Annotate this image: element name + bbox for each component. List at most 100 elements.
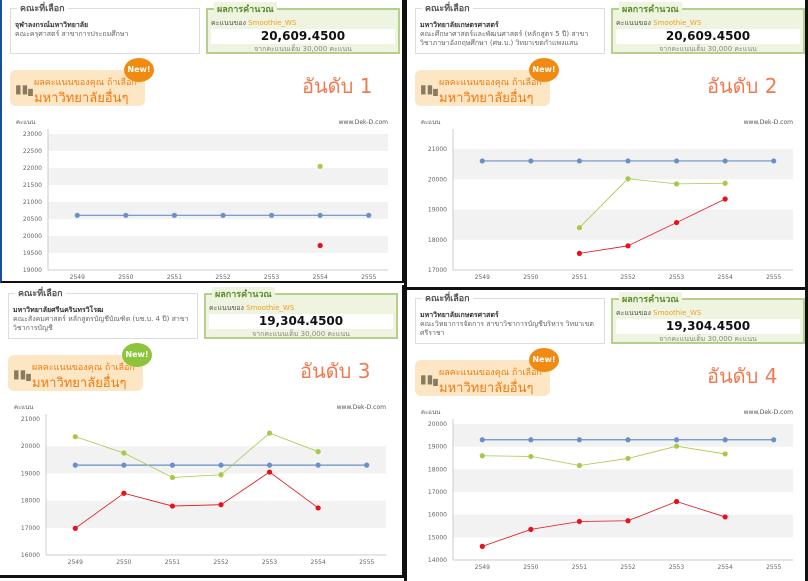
score-label: คะแนนของ Smoothie_WS xyxy=(211,18,395,29)
username: Smoothie_WS xyxy=(246,304,295,312)
other-universities-banner[interactable]: ▮▮▖ ผลคะแนนของคุณ ถ้าเลือก มหาวิทยาลัยอื… xyxy=(8,355,143,391)
data-point-max xyxy=(315,449,321,455)
result-box: ผลการคำนวณ คะแนนของ Smoothie_WS 20,609.4… xyxy=(206,2,400,54)
series-line-max xyxy=(482,445,726,466)
faculty-legend: คณะที่เลือก xyxy=(17,1,68,15)
x-tick-label: 2555 xyxy=(766,564,781,570)
data-point-your-score xyxy=(771,437,777,443)
rank-label: อันดับ 2 xyxy=(707,74,778,98)
data-point-max xyxy=(722,180,728,186)
data-point-min xyxy=(576,250,583,256)
score-value: 20,609.4500 xyxy=(616,29,800,44)
data-point-your-score xyxy=(625,437,631,443)
x-tick-label: 2551 xyxy=(572,274,587,280)
x-tick-label: 2551 xyxy=(572,564,587,570)
series-line-min xyxy=(75,471,319,529)
data-point-your-score xyxy=(121,462,127,468)
other-universities-banner[interactable]: ▮▮▖ ผลคะแนนของคุณ ถ้าเลือก มหาวิทยาลัยอื… xyxy=(415,360,550,396)
other-universities-banner[interactable]: ▮▮▖ ผลคะแนนของคุณ ถ้าเลือก มหาวิทยาลัยอื… xyxy=(415,70,550,106)
ranking-panel-1: คณะที่เลือก จุฬาลงกรณ์มหาวิทยาลัย คณะครุ… xyxy=(0,0,404,283)
rank-label: อันดับ 3 xyxy=(300,359,371,383)
data-point-min xyxy=(479,543,485,549)
y-tick-label: 18000 xyxy=(428,466,447,473)
other-universities-banner[interactable]: ▮▮▖ ผลคะแนนของคุณ ถ้าเลือก มหาวิทยาลัยอื… xyxy=(10,70,145,106)
data-point-max xyxy=(218,472,224,478)
ranking-panel-3: คณะที่เลือก มหาวิทยาลัยศรีนครินทรวิโรฒ ค… xyxy=(0,285,404,578)
result-legend: ผลการคำนวณ xyxy=(212,287,275,301)
result-box: ผลการคำนวณ คะแนนของ Smoothie_WS 20,609.4… xyxy=(611,2,805,54)
y-axis-title: คะแนน xyxy=(421,409,440,416)
grid-band xyxy=(453,469,793,492)
data-point-min xyxy=(218,502,224,508)
data-point-your-score xyxy=(123,212,129,218)
data-point-your-score xyxy=(479,437,485,443)
y-tick-label: 17000 xyxy=(428,489,447,496)
y-tick-label: 18000 xyxy=(428,237,447,244)
y-axis-title: คะแนน xyxy=(14,404,33,411)
selected-faculty-box: คณะที่เลือก จุฬาลงกรณ์มหาวิทยาลัย คณะครุ… xyxy=(10,1,200,54)
x-tick-label: 2549 xyxy=(475,274,490,280)
faculty-name: คณะครุศาสตร์ สาขาการประถมศึกษา xyxy=(15,30,129,38)
x-tick-label: 2555 xyxy=(359,559,374,565)
username: Smoothie_WS xyxy=(653,19,702,27)
score-value: 20,609.4500 xyxy=(211,29,395,44)
data-point-min xyxy=(121,490,127,496)
score-label: คะแนนของ Smoothie_WS xyxy=(616,18,800,29)
data-point-your-score xyxy=(268,212,275,218)
data-point-your-score xyxy=(220,212,226,218)
grid-band xyxy=(453,209,793,240)
y-tick-label: 17000 xyxy=(21,525,40,532)
score-label: คะแนนของ Smoothie_WS xyxy=(209,303,393,314)
data-point-min xyxy=(72,525,78,531)
faculty-name: คณะวิทยาการจัดการ สาขาวิชาการบัญชีบริหาร… xyxy=(420,320,594,337)
ranking-panel-4: คณะที่เลือก มหาวิทยาลัยเกษตรศาสตร์ คณะวิ… xyxy=(404,290,808,581)
data-point-your-score xyxy=(576,158,583,164)
score-label-text: คะแนนของ xyxy=(616,309,651,317)
data-point-your-score xyxy=(315,462,321,468)
data-point-your-score xyxy=(364,462,370,468)
y-axis-title: คะแนน xyxy=(16,119,35,126)
y-tick-label: 15000 xyxy=(428,534,447,541)
data-point-max xyxy=(317,163,323,169)
data-point-min xyxy=(673,498,680,505)
data-point-min xyxy=(315,505,321,511)
grid-band xyxy=(453,424,793,447)
bar-chart-icon: ▮▮▖ xyxy=(420,372,443,386)
data-point-your-score xyxy=(722,437,728,443)
x-tick-label: 2552 xyxy=(215,274,230,280)
university-name: มหาวิทยาลัยเกษตรศาสตร์ xyxy=(420,311,499,319)
banner-line1: ผลคะแนนของคุณ ถ้าเลือก xyxy=(34,78,137,88)
data-point-your-score xyxy=(74,212,80,218)
score-label: คะแนนของ Smoothie_WS xyxy=(616,308,800,319)
ranking-panel-2: คณะที่เลือก มหาวิทยาลัยเกษตรศาสตร์ คณะศึ… xyxy=(404,0,808,290)
y-tick-label: 21000 xyxy=(21,416,40,423)
series-line-max xyxy=(579,178,726,228)
data-point-your-score xyxy=(722,158,728,164)
y-tick-label: 18000 xyxy=(21,498,40,505)
faculty-legend: คณะที่เลือก xyxy=(422,1,473,15)
full-score-note: จากคะแนนเต็ม 30,000 คะแนน xyxy=(659,335,757,343)
x-tick-label: 2553 xyxy=(669,274,684,280)
x-tick-label: 2551 xyxy=(167,274,182,280)
x-tick-label: 2552 xyxy=(620,564,635,570)
data-point-your-score xyxy=(673,437,680,443)
bar-chart-icon: ▮▮▖ xyxy=(13,367,36,381)
x-tick-label: 2555 xyxy=(766,274,781,280)
x-tick-label: 2552 xyxy=(213,559,228,565)
y-tick-label: 20000 xyxy=(23,233,42,240)
grid-band xyxy=(48,236,388,253)
data-point-min xyxy=(625,243,631,249)
data-point-your-score xyxy=(218,462,224,468)
data-point-min xyxy=(673,219,680,226)
x-tick-label: 2553 xyxy=(669,564,684,570)
source-label: www.Dek-D.com xyxy=(337,404,387,411)
grid-band xyxy=(46,446,386,474)
score-label-text: คะแนนของ xyxy=(209,304,244,312)
score-value: 19,304.4500 xyxy=(209,314,393,329)
full-score-note: จากคะแนนเต็ม 30,000 คะแนน xyxy=(252,330,350,338)
x-tick-label: 2549 xyxy=(70,274,85,280)
x-tick-label: 2550 xyxy=(118,274,133,280)
y-tick-label: 22500 xyxy=(23,148,42,155)
y-axis-title: คะแนน xyxy=(421,119,440,126)
data-point-max xyxy=(625,176,631,182)
